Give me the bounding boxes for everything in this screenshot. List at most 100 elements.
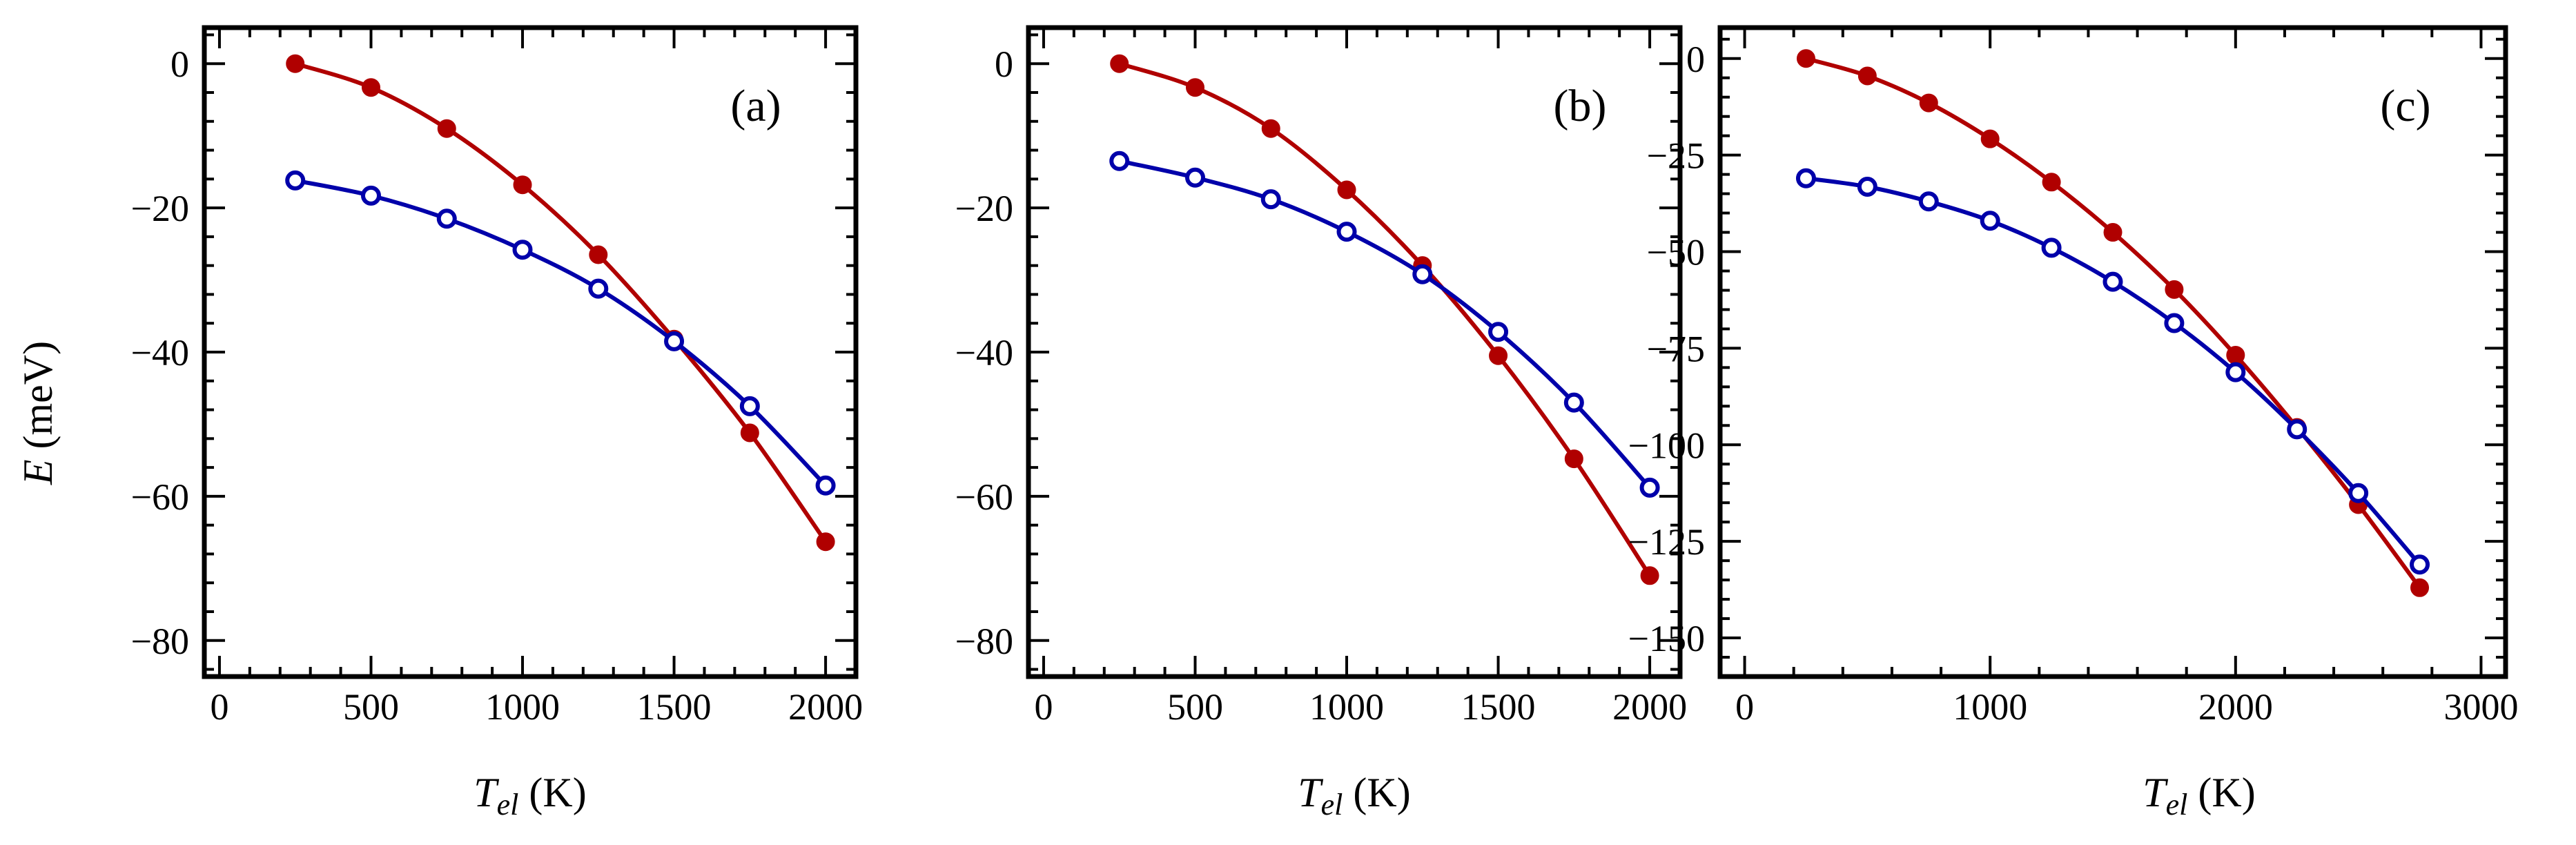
x-tick-label: 500 bbox=[1167, 686, 1223, 728]
data-point-filled bbox=[1980, 129, 2000, 148]
x-axis-label-unit: (K) bbox=[1343, 770, 1410, 815]
data-point-open bbox=[739, 396, 760, 416]
plot-frame bbox=[1717, 25, 2508, 679]
y-tick-label: −60 bbox=[955, 476, 1013, 518]
x-tick-label: 1000 bbox=[1309, 686, 1384, 728]
y-tick-label: 0 bbox=[170, 43, 189, 85]
data-point-open bbox=[588, 278, 609, 299]
x-axis-label-unit: (K) bbox=[2187, 770, 2255, 815]
data-point-open bbox=[1795, 168, 1816, 188]
y-tick-label: −100 bbox=[1628, 425, 1705, 466]
y-tick-label: 0 bbox=[995, 43, 1013, 85]
x-tick-label: 2000 bbox=[2198, 686, 2273, 728]
data-point-open bbox=[285, 170, 306, 191]
data-point-filled bbox=[1489, 346, 1508, 365]
panel-label-c: (c) bbox=[2380, 81, 2430, 131]
y-axis-label-symbol: E bbox=[15, 459, 61, 485]
data-point-open bbox=[1109, 150, 1130, 171]
data-point-open bbox=[1412, 264, 1433, 284]
y-axis-label-unit: (meV) bbox=[15, 341, 61, 460]
data-point-open bbox=[2102, 271, 2123, 292]
series-line-filled bbox=[1118, 61, 1652, 577]
data-point-open bbox=[2348, 483, 2369, 503]
y-tick-label: −25 bbox=[1647, 135, 1705, 177]
x-axis-label-c: Tel (K) bbox=[2143, 770, 2255, 822]
data-point-open bbox=[2225, 362, 2246, 382]
data-point-open bbox=[1260, 189, 1281, 210]
data-point-filled bbox=[1337, 180, 1356, 200]
data-point-filled bbox=[361, 78, 380, 97]
y-axis-label: E (meV) bbox=[15, 341, 61, 485]
data-point-filled bbox=[589, 245, 608, 264]
x-axis-label-subscript: el bbox=[1321, 788, 1343, 822]
y-tick-label: −80 bbox=[955, 621, 1013, 662]
data-point-filled bbox=[816, 532, 835, 552]
x-axis-label-subscript: el bbox=[497, 788, 519, 822]
data-point-open bbox=[664, 331, 685, 351]
y-tick-label: −80 bbox=[131, 621, 189, 662]
data-point-open bbox=[436, 208, 457, 229]
x-tick-label: 1500 bbox=[637, 686, 712, 728]
data-point-filled bbox=[1796, 49, 1815, 68]
panel-c: 0 1000 2000 3000 0 −25 −50 −75 −100 −125 −150 (c) bbox=[1628, 25, 2518, 728]
data-point-open bbox=[2164, 313, 2185, 333]
x-tick-label: 1000 bbox=[485, 686, 560, 728]
data-point-open bbox=[1563, 392, 1584, 413]
panel-label-a: (a) bbox=[730, 81, 781, 131]
data-point-open bbox=[1184, 167, 1205, 188]
series-line-filled bbox=[294, 61, 828, 543]
data-point-open bbox=[1857, 177, 1877, 197]
y-tick-label: −20 bbox=[131, 188, 189, 229]
data-point-open bbox=[815, 475, 836, 496]
x-tick-label: 1000 bbox=[1953, 686, 2027, 728]
data-point-open bbox=[1639, 477, 1660, 498]
x-axis-label-symbol: T bbox=[1298, 770, 1323, 815]
series-line-filled bbox=[1805, 56, 2421, 590]
y-tick-label: −60 bbox=[131, 476, 189, 518]
x-axis-label-a: Tel (K) bbox=[474, 770, 586, 822]
x-tick-label: 3000 bbox=[2443, 686, 2518, 728]
y-tick-label: −125 bbox=[1628, 521, 1705, 563]
data-point-filled bbox=[740, 423, 759, 443]
x-axis-label-symbol: T bbox=[2143, 770, 2168, 815]
data-point-open bbox=[1918, 191, 1939, 212]
data-point-filled bbox=[1919, 93, 1938, 113]
x-tick-label: 0 bbox=[210, 686, 228, 728]
data-point-open bbox=[1980, 211, 2000, 231]
data-point-open bbox=[2287, 419, 2307, 440]
x-axis-label-symbol: T bbox=[474, 770, 499, 815]
y-tick-label: −40 bbox=[131, 332, 189, 373]
x-tick-label: 1500 bbox=[1461, 686, 1536, 728]
y-tick-label: 0 bbox=[1686, 39, 1705, 80]
y-tick-label: −50 bbox=[1647, 232, 1705, 273]
x-axis-label-b: Tel (K) bbox=[1298, 770, 1410, 822]
x-tick-label: 2000 bbox=[1612, 686, 1687, 728]
data-point-open bbox=[1336, 222, 1357, 242]
data-point-filled bbox=[1857, 66, 1877, 86]
x-tick-label: 0 bbox=[1735, 686, 1754, 728]
x-axis-label-unit: (K) bbox=[518, 770, 586, 815]
data-point-filled bbox=[2103, 223, 2123, 242]
data-point-open bbox=[360, 185, 381, 206]
y-tick-label: −150 bbox=[1628, 618, 1705, 659]
data-point-filled bbox=[1110, 54, 1129, 73]
data-point-filled bbox=[2410, 578, 2430, 597]
data-point-open bbox=[2410, 554, 2430, 575]
panel-label-b: (b) bbox=[1554, 81, 1607, 131]
x-tick-label: 500 bbox=[343, 686, 399, 728]
data-point-open bbox=[512, 240, 533, 260]
panel-b: 0 500 1000 1500 2000 0 −20 −40 −60 −80 (b) bbox=[955, 25, 1687, 728]
data-point-filled bbox=[1261, 119, 1280, 138]
y-tick-label: −20 bbox=[955, 188, 1013, 229]
y-tick-label: −75 bbox=[1647, 328, 1705, 369]
y-tick-label: −40 bbox=[955, 332, 1013, 373]
x-axis-label-subscript: el bbox=[2166, 788, 2188, 822]
data-point-filled bbox=[1640, 566, 1659, 585]
data-point-open bbox=[1488, 322, 1509, 342]
data-point-filled bbox=[2165, 280, 2184, 299]
x-tick-label: 0 bbox=[1034, 686, 1053, 728]
data-point-open bbox=[2041, 237, 2062, 258]
panel-a: 0 500 1000 1500 2000 0 −20 −40 −60 −80 (a) bbox=[131, 25, 863, 728]
data-point-filled bbox=[2042, 173, 2061, 192]
